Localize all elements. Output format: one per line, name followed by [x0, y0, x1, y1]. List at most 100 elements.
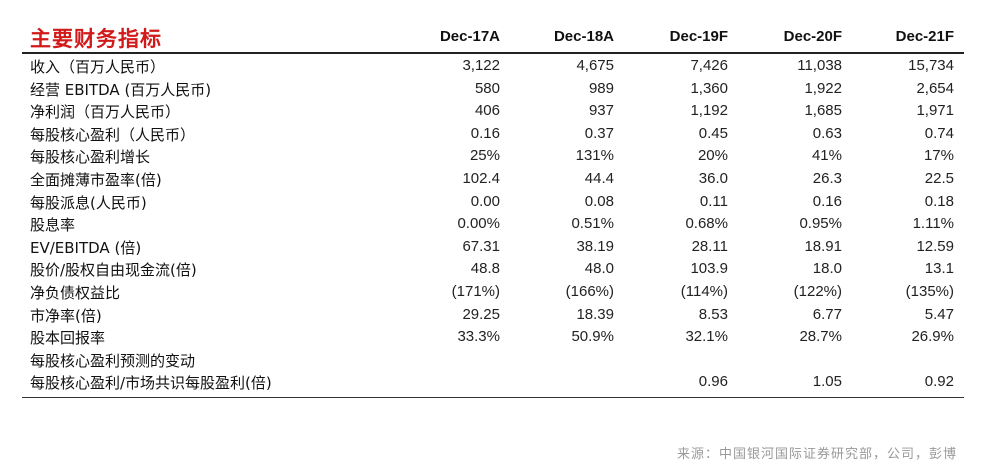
table-cell: 67.31: [462, 237, 500, 255]
table-cell: 18.0: [812, 260, 842, 278]
table-cell: 8.53: [698, 305, 728, 323]
table-cell: 28.11: [691, 237, 728, 255]
row-label: 全面摊薄市盈率(倍): [30, 170, 162, 189]
table-row: 每股核心盈利增长 25% 131% 20% 41% 17%: [22, 144, 964, 167]
table-cell: 18.91: [804, 237, 842, 255]
table-row: 收入（百万人民币） 3,122 4,675 7,426 11,038 15,734: [22, 54, 964, 77]
table-cell: 102.4: [462, 169, 500, 187]
table-cell: (114%): [680, 282, 728, 300]
column-header: Dec-18A: [553, 28, 614, 45]
table-cell: 580: [474, 79, 500, 97]
table-header: 主要财务指标 Dec-17A Dec-18A Dec-19F Dec-20F D…: [22, 22, 964, 54]
table-cell: 5.47: [924, 305, 954, 323]
row-label: 股价/股权自由现金流(倍): [30, 261, 197, 280]
table-row: 市净率(倍) 29.25 18.39 8.53 6.77 5.47: [22, 303, 964, 326]
row-label: EV/EBITDA (倍): [30, 238, 142, 257]
table-cell: 0.74: [924, 124, 954, 142]
table-cell: (122%): [793, 282, 842, 300]
table-cell: 20%: [697, 147, 728, 165]
table-bottom-rule: [22, 397, 964, 398]
table-cell: 0.95%: [799, 215, 842, 233]
table-row: 每股核心盈利/市场共识每股盈利(倍) 0.96 1.05 0.92: [22, 370, 964, 393]
table-cell: (166%): [565, 282, 614, 300]
table-row: 股本回报率 33.3% 50.9% 32.1% 28.7% 26.9%: [22, 325, 964, 348]
table-cell: 1,922: [804, 79, 842, 97]
column-header: Dec-20F: [783, 28, 842, 45]
row-label: 每股核心盈利（人民币）: [30, 125, 196, 144]
row-label: 净负债权益比: [30, 283, 121, 302]
table-cell: 0.92: [924, 373, 954, 391]
table-cell: 937: [588, 102, 614, 120]
table-cell: 103.9: [690, 260, 728, 278]
table-cell: 1,971: [916, 102, 954, 120]
table-cell: 1,192: [690, 102, 728, 120]
table-cell: 36.0: [698, 169, 728, 187]
table-cell: 29.25: [462, 305, 500, 323]
table-row: 每股派息(人民币) 0.00 0.08 0.11 0.16 0.18: [22, 190, 964, 213]
financial-table: 主要财务指标 Dec-17A Dec-18A Dec-19F Dec-20F D…: [22, 22, 964, 393]
table-cell: 22.5: [924, 169, 954, 187]
table-cell: 11,038: [797, 57, 842, 74]
table-cell: 0.63: [812, 124, 842, 142]
table-cell: 38.19: [576, 237, 614, 255]
table-cell: 7,426: [690, 57, 728, 74]
table-cell: 0.96: [698, 373, 728, 391]
table-cell: 48.8: [470, 260, 500, 278]
table-cell: 32.1%: [685, 328, 728, 346]
table-cell: 6.77: [812, 305, 842, 323]
table-cell: (135%): [905, 282, 954, 300]
table-cell: 48.0: [584, 260, 614, 278]
table-cell: (171%): [451, 282, 500, 300]
column-header: Dec-19F: [669, 28, 728, 45]
table-cell: 0.08: [584, 192, 614, 210]
table-cell: 1.05: [812, 373, 842, 391]
table-title: 主要财务指标: [30, 27, 162, 51]
table-cell: 1,685: [804, 102, 842, 120]
table-row: 每股核心盈利（人民币） 0.16 0.37 0.45 0.63 0.74: [22, 122, 964, 145]
table-row: 股息率 0.00% 0.51% 0.68% 0.95% 1.11%: [22, 212, 964, 235]
row-label: 经营 EBITDA (百万人民币): [30, 80, 212, 99]
table-cell: 17%: [923, 147, 954, 165]
table-cell: 18.39: [576, 305, 614, 323]
table-cell: 0.37: [584, 124, 614, 142]
table-row: 净负债权益比 (171%) (166%) (114%) (122%) (135%): [22, 280, 964, 303]
row-label: 市净率(倍): [30, 306, 102, 325]
row-label: 每股核心盈利/市场共识每股盈利(倍): [30, 374, 272, 393]
table-row: EV/EBITDA (倍) 67.31 38.19 28.11 18.91 12.59: [22, 235, 964, 258]
table-cell: 50.9%: [571, 328, 614, 346]
table-body: 收入（百万人民币） 3,122 4,675 7,426 11,038 15,734 经营 E…: [22, 54, 964, 393]
table-cell: 131%: [575, 147, 614, 165]
table-cell: 28.7%: [799, 328, 842, 346]
table-cell: 1.11%: [912, 215, 954, 233]
table-cell: 26.9%: [911, 328, 954, 346]
table-cell: 0.00: [470, 192, 500, 210]
table-cell: 12.59: [916, 237, 954, 255]
row-label: 每股核心盈利增长: [30, 148, 151, 167]
table-cell: 0.45: [698, 124, 728, 142]
table-cell: 15,734: [908, 57, 954, 74]
table-cell: 2,654: [916, 79, 954, 97]
table-cell: 4,675: [576, 57, 614, 74]
table-row: 股价/股权自由现金流(倍) 48.8 48.0 103.9 18.0 13.1: [22, 257, 964, 280]
table-row: 每股核心盈利预测的变动: [22, 348, 964, 371]
table-row: 全面摊薄市盈率(倍) 102.4 44.4 36.0 26.3 22.5: [22, 167, 964, 190]
table-cell: 13.1: [924, 260, 954, 278]
table-cell: 41%: [811, 147, 842, 165]
table-cell: 0.68%: [685, 215, 728, 233]
table-cell: 0.16: [470, 124, 500, 142]
table-cell: 0.51%: [571, 215, 614, 233]
table-cell: 0.18: [924, 192, 954, 210]
row-label: 股息率: [30, 216, 76, 235]
table-cell: 406: [474, 102, 500, 120]
table-cell: 33.3%: [457, 328, 500, 346]
source-note: 来源：中国银河国际证券研究部，公司，彭博: [676, 447, 957, 462]
table-cell: 0.00%: [457, 215, 500, 233]
table-cell: 0.16: [812, 192, 842, 210]
table-cell: 3,122: [462, 57, 500, 74]
table-cell: 25%: [469, 147, 500, 165]
column-header: Dec-17A: [439, 28, 500, 45]
row-label: 净利润（百万人民币）: [30, 103, 181, 122]
table-row: 经营 EBITDA (百万人民币) 580 989 1,360 1,922 2,654: [22, 77, 964, 100]
table-row: 净利润（百万人民币） 406 937 1,192 1,685 1,971: [22, 99, 964, 122]
table-cell: 44.4: [584, 169, 614, 187]
